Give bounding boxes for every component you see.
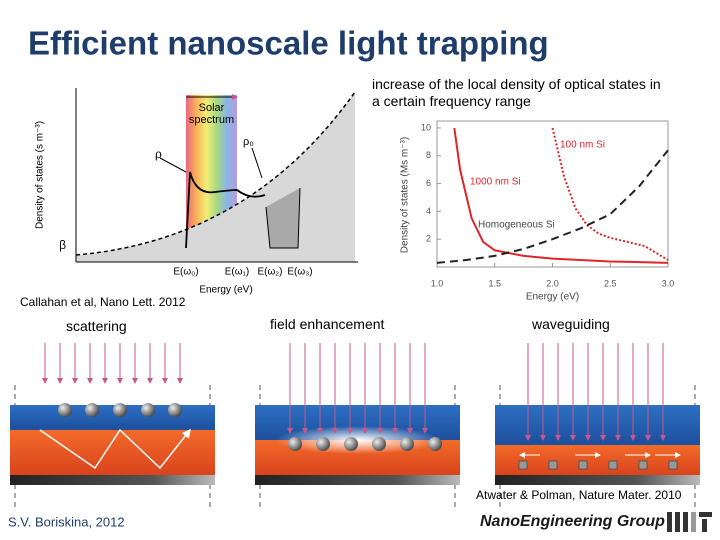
nanoparticle [316, 437, 330, 451]
grating-bump [608, 460, 618, 470]
series-line [436, 149, 669, 264]
left-plot: Density of states (s m⁻³) Energy (eV) ρ … [35, 88, 358, 296]
grating-bump [578, 460, 588, 470]
panel-label: scattering [66, 318, 127, 334]
nanoparticle [58, 403, 72, 417]
x-axis-label: Energy (eV) [526, 292, 579, 303]
nanoparticle [400, 437, 414, 451]
series-label: 1000 nm Si [470, 177, 521, 188]
x-tick-label: 3.0 [662, 278, 675, 288]
rho-pointer [159, 157, 187, 173]
dos-chart: 2 4 6 8 10 1.0 1.5 2.0 2.5 3.0 Energy (eV) Density … [400, 120, 675, 303]
nanoparticle [113, 403, 127, 417]
grating-bump [638, 460, 648, 470]
x-tick-label: 2.5 [604, 278, 617, 288]
mit-logo [667, 512, 712, 532]
left-ylabel: Density of states (s m⁻³) [35, 121, 46, 229]
energy-label: E(ω₁) [225, 267, 250, 278]
energy-label: E(ω₀) [173, 267, 198, 278]
left-xlabel: Energy (eV) [199, 285, 252, 296]
annotation: increase of the local density of optical… [372, 76, 661, 109]
grating-bump [518, 460, 528, 470]
x-tick-label: 1.0 [431, 278, 444, 288]
series-label: 100 nm Si [560, 140, 605, 151]
layer-mid [10, 430, 215, 475]
plot-frame [436, 120, 669, 268]
nanoparticle [428, 437, 442, 451]
series-line [551, 127, 669, 261]
energy-label: E(ω₃) [287, 267, 312, 278]
nanoparticle [141, 403, 155, 417]
series-label: Homogeneous Si [478, 220, 555, 231]
nanoparticle [372, 437, 386, 451]
nanoparticle [85, 403, 99, 417]
energy-label: E(ω₂) [257, 267, 282, 278]
rho0-label: ρ₀ [243, 136, 254, 148]
rho0-curve [75, 91, 356, 256]
author: S.V. Boriskina, 2012 [8, 514, 125, 529]
slide-title: Efficient nanoscale light trapping [28, 25, 549, 62]
beta-label: β [59, 238, 66, 252]
layer-top [10, 405, 215, 430]
grating-bump [668, 460, 678, 470]
y-tick-label: 6 [426, 178, 431, 188]
x-tick-label: 2.0 [546, 278, 559, 288]
y-tick-label: 4 [426, 206, 431, 216]
field-glow [275, 426, 440, 454]
band-label: Solar spectrum [188, 102, 235, 126]
rho-label: ρ [155, 147, 162, 161]
bottom-diagrams [10, 343, 700, 508]
nanoparticle [168, 403, 182, 417]
y-tick-label: 2 [426, 234, 431, 244]
series-line [453, 127, 669, 264]
layer-base [495, 475, 700, 485]
layer-base [255, 475, 460, 485]
rho0-pointer [251, 147, 263, 179]
group-name: NanoEngineering Group [480, 513, 665, 530]
grating-bump [548, 460, 558, 470]
citation-right: Atwater & Polman, Nature Mater. 2010 [476, 488, 682, 502]
x-tick-label: 1.5 [488, 278, 501, 288]
nanoparticle [344, 437, 358, 451]
panel-label: field enhancement [270, 316, 385, 332]
panel-label: waveguiding [532, 316, 610, 332]
citation-left: Callahan et al, Nano Lett. 2012 [20, 295, 186, 309]
rho-curve [185, 171, 266, 249]
layer-top [495, 405, 700, 445]
y-axis-label: Density of states (Ms m⁻³) [400, 137, 411, 253]
y-tick-label: 8 [426, 150, 431, 160]
scatter-path [39, 428, 191, 470]
layer-base [10, 475, 215, 485]
layer-mid [495, 445, 700, 475]
nanoparticle [288, 437, 302, 451]
gap-region [265, 187, 301, 249]
y-tick-label: 10 [421, 122, 431, 132]
